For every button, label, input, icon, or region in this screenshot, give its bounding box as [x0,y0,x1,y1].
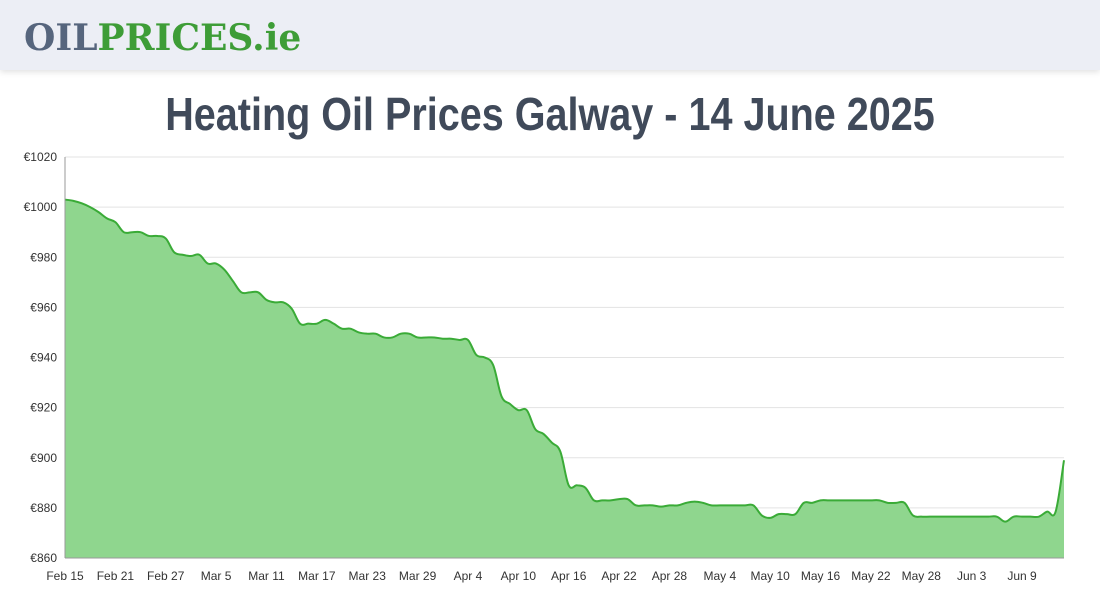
logo-text-domain: .ie [252,17,302,59]
x-tick-label: Mar 11 [248,569,285,583]
x-tick-label: Jun 3 [957,569,987,583]
y-tick-label: €920 [30,401,57,415]
logo-text-prices: PRICES [97,17,253,59]
x-tick-label: May 22 [851,569,891,583]
x-tick-label: Feb 15 [46,569,84,583]
x-tick-label: Jun 9 [1007,569,1037,583]
x-tick-label: May 10 [750,569,790,583]
x-tick-label: May 4 [703,569,736,583]
x-tick-label: Feb 27 [147,569,185,583]
y-tick-label: €1020 [24,150,58,164]
x-tick-label: Mar 23 [349,569,387,583]
chart-axes [64,157,1064,559]
y-tick-label: €1000 [24,200,58,214]
y-tick-label: €860 [30,551,57,565]
price-area-fill [65,199,1064,559]
x-tick-label: May 28 [902,569,942,583]
chart-area-layer [64,198,1065,559]
x-tick-label: Apr 22 [601,569,637,583]
price-series-line[interactable] [64,198,1065,523]
x-tick-label: May 16 [801,569,841,583]
x-tick-label: Mar 5 [201,569,232,583]
x-tick-label: Mar 29 [399,569,437,583]
y-tick-label: €960 [30,300,57,314]
y-tick-label: €900 [30,451,57,465]
site-logo[interactable]: OILPRICES.ie [24,14,301,62]
y-tick-label: €880 [30,501,57,515]
site-header: OILPRICES.ie [0,0,1100,70]
y-tick-label: €940 [30,351,57,365]
x-tick-label: Mar 17 [298,569,336,583]
y-tick-label: €980 [30,250,57,264]
logo-text-oil: OIL [24,17,98,59]
x-axis-labels: Feb 15 Feb 21 Feb 27 Mar 5 Mar 11 Mar 17 Mar 2… [46,569,1037,583]
x-tick-label: Apr 10 [501,569,537,583]
x-tick-label: Apr 4 [454,569,483,583]
page-title: Heating Oil Prices Galway - 14 June 2025 [165,88,935,140]
x-tick-label: Apr 28 [652,569,688,583]
y-axis-labels: €860 €880 €900 €920 €940 €960 €980 €1000 €1020 [24,150,58,565]
x-tick-label: Feb 21 [97,569,135,583]
x-tick-label: Apr 16 [551,569,587,583]
